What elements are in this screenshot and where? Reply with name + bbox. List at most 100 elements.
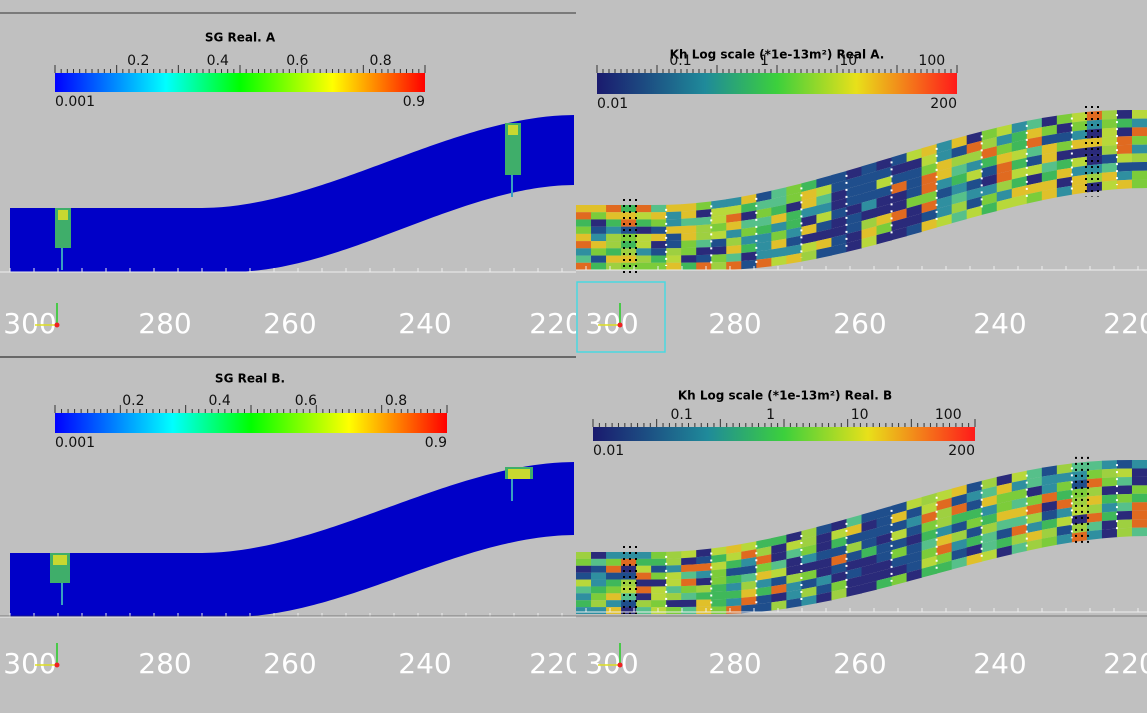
cell [576, 558, 592, 566]
cell [1026, 127, 1043, 140]
cell [741, 226, 757, 237]
cell [1041, 518, 1058, 530]
axis-label: 260 [263, 647, 316, 680]
cell [1086, 503, 1103, 515]
cell [996, 536, 1013, 549]
cell [1131, 519, 1147, 528]
cell [756, 207, 772, 219]
cell [1071, 138, 1088, 150]
cell [831, 570, 847, 584]
colorbar-tick-label: 10 [839, 53, 857, 69]
axis-label: 260 [833, 307, 886, 340]
cell [1011, 148, 1028, 162]
cell [921, 199, 938, 214]
cell [981, 495, 998, 508]
cell [966, 177, 983, 192]
cell [756, 241, 772, 252]
cell [906, 532, 923, 547]
cell [951, 538, 968, 552]
cell [741, 588, 757, 598]
cell [681, 564, 697, 573]
colorbar-tick-label: 0.2 [122, 393, 144, 409]
cell [696, 599, 712, 607]
cell [726, 236, 742, 247]
cell [906, 148, 923, 163]
cell [726, 597, 742, 607]
cell [831, 518, 847, 532]
cell [636, 241, 652, 249]
cell [1086, 486, 1103, 497]
cell [1131, 170, 1147, 180]
cell [1101, 485, 1118, 496]
cell [576, 572, 592, 580]
cell [666, 233, 682, 242]
cell [951, 511, 968, 525]
cell [996, 133, 1013, 147]
axis-label: 240 [973, 647, 1026, 680]
cell [711, 553, 727, 564]
cell [846, 567, 862, 580]
cell [906, 166, 923, 181]
cell [756, 594, 772, 605]
cell [951, 153, 968, 168]
cell [1101, 502, 1118, 513]
cell [1131, 476, 1147, 486]
cell [621, 226, 637, 234]
cell [786, 581, 802, 593]
cell [786, 235, 802, 248]
cell [636, 219, 652, 227]
cell [711, 576, 727, 585]
cell [606, 262, 622, 270]
cell [1026, 172, 1043, 186]
cell [861, 536, 878, 550]
cell [861, 510, 878, 524]
cell [816, 210, 832, 224]
viewport: SG Real. A 0.2 0.4 0.6 0.8 0.001 0.9 300 280 260 2… [0, 0, 582, 357]
cell [966, 187, 983, 201]
cell [636, 593, 652, 601]
cell [996, 170, 1013, 184]
cell [816, 237, 832, 250]
cell [981, 503, 998, 517]
cell [666, 572, 682, 580]
colorbar-tick-label: 0.8 [369, 53, 391, 69]
colorbar [55, 413, 447, 433]
cell [861, 207, 878, 221]
cell [666, 600, 682, 608]
cell [1056, 472, 1073, 484]
cell [981, 539, 998, 553]
cell [1101, 136, 1118, 147]
cell [651, 233, 667, 242]
cell [1011, 139, 1028, 152]
cell [1056, 176, 1073, 189]
cell [696, 548, 712, 558]
colorbar-min: 0.001 [55, 435, 95, 451]
cell [966, 525, 983, 539]
cell [816, 557, 832, 570]
cell [756, 578, 772, 589]
cell [771, 255, 787, 267]
cell [921, 162, 938, 177]
cell [606, 593, 622, 601]
axis-label: 220 [529, 307, 582, 340]
axis-label: 300 [585, 307, 638, 340]
cell [936, 551, 953, 565]
cell [666, 558, 682, 566]
cell [756, 232, 772, 244]
cell [1056, 489, 1073, 501]
cell [636, 552, 652, 559]
cell [786, 572, 802, 584]
colorbar-min: 0.01 [597, 96, 628, 112]
cell [711, 238, 727, 248]
cell [681, 606, 697, 614]
cell [771, 212, 787, 225]
cell [651, 579, 667, 587]
cell [906, 194, 923, 209]
cell [801, 594, 817, 607]
colorbar-min: 0.001 [55, 94, 95, 110]
cell [1056, 149, 1073, 161]
cell [831, 242, 847, 256]
cell [966, 543, 983, 557]
cell [966, 489, 983, 503]
cell [1131, 485, 1147, 494]
